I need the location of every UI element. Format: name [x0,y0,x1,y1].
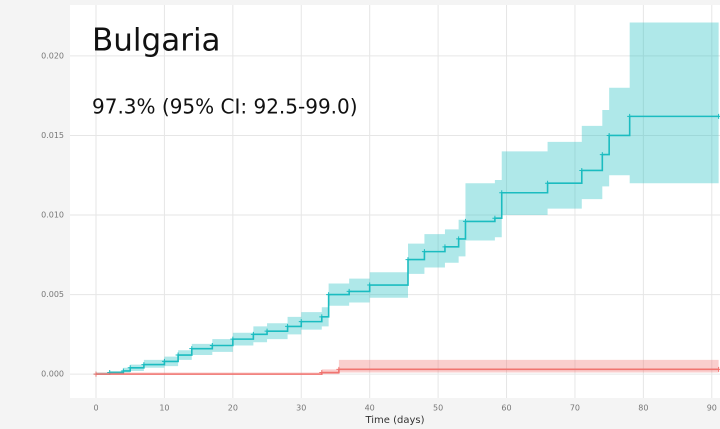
censor-mark [189,346,195,352]
censor-mark [545,180,551,186]
x-tick-label: 60 [501,404,511,413]
censor-mark [336,366,342,372]
censor-mark [230,336,236,342]
censor-mark [319,314,325,320]
plot: 0 10 20 30 40 50 60 70 80 90 0.000 0.005 0.010 0.015 0… [41,5,720,413]
censor-mark [141,362,147,368]
censor-mark [93,371,99,377]
censor-mark [250,331,256,337]
censor-mark [627,113,633,119]
y-tick-label: 0.010 [41,211,64,220]
censor-mark [492,215,498,221]
x-tick-label: 80 [638,404,648,413]
censor-mark [716,366,720,372]
y-tick-label: 0.000 [41,370,64,379]
x-tick-label: 70 [570,404,580,413]
censor-mark [456,236,462,242]
censor-mark [405,257,411,263]
chart-title: Bulgaria [92,23,221,59]
censor-mark [499,190,505,196]
censor-mark [579,167,585,173]
censor-mark [421,249,427,255]
panel [70,5,720,398]
annotation: 97.3% (95% CI: 92.5-99.0) [92,95,358,119]
x-axis-label: Time (days) [364,415,424,426]
censor-mark [285,323,291,329]
censor-mark [120,368,126,374]
x-tick-label: 30 [296,404,306,413]
censor-mark [127,365,133,371]
censor-mark [175,352,181,358]
censor-mark [319,370,325,376]
censor-mark [264,328,270,334]
step-line [96,368,719,375]
x-tick-label: 90 [707,404,717,413]
x-tick-label: 50 [433,404,443,413]
y-tick-label: 0.020 [41,51,64,60]
censor-mark [442,244,448,250]
x-tick-label: 20 [228,404,238,413]
y-tick-label: 0.015 [41,131,64,140]
censor-mark [298,319,304,325]
censor-mark [716,113,720,119]
x-tick-label: 10 [159,404,169,413]
censor-mark [599,152,605,158]
confidence-band [96,359,719,375]
censor-mark [326,292,332,298]
censor-mark [462,218,468,224]
censor-mark [346,288,352,294]
x-tick-label: 40 [365,404,375,413]
censor-mark [367,282,373,288]
y-tick-label: 0.005 [41,290,64,299]
x-tick-label: 0 [93,404,98,413]
confidence-band [96,22,719,375]
censor-mark [209,342,215,348]
censor-mark [606,132,612,138]
censor-mark [161,358,167,364]
